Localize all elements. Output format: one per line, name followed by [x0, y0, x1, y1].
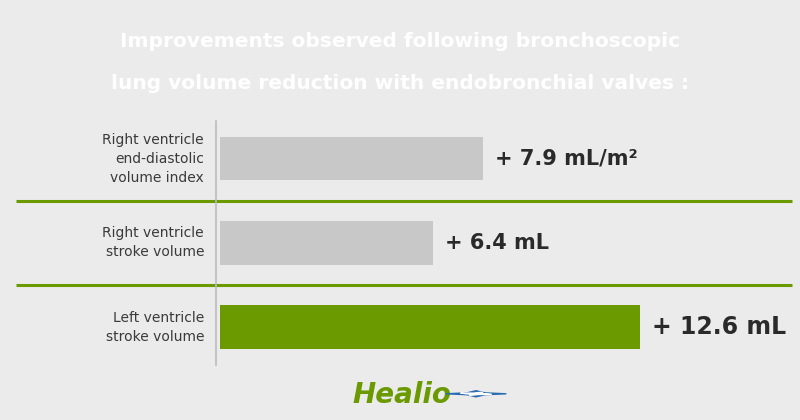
Text: + 6.4 mL: + 6.4 mL — [446, 233, 550, 253]
Text: Right ventricle
end-diastolic
volume index: Right ventricle end-diastolic volume ind… — [102, 133, 204, 184]
Bar — [220, 221, 434, 265]
Text: lung volume reduction with endobronchial valves :: lung volume reduction with endobronchial… — [111, 74, 689, 93]
Text: Right ventricle
stroke volume: Right ventricle stroke volume — [102, 226, 204, 260]
Text: + 7.9 mL/m²: + 7.9 mL/m² — [495, 149, 638, 168]
Text: + 12.6 mL: + 12.6 mL — [652, 315, 786, 339]
Text: Left ventricle
stroke volume: Left ventricle stroke volume — [106, 311, 204, 344]
Text: Improvements observed following bronchoscopic: Improvements observed following bronchos… — [120, 32, 680, 51]
Polygon shape — [446, 391, 506, 397]
Bar — [220, 136, 483, 181]
Polygon shape — [461, 392, 491, 395]
Text: Healio: Healio — [352, 381, 451, 409]
Bar — [220, 305, 640, 349]
